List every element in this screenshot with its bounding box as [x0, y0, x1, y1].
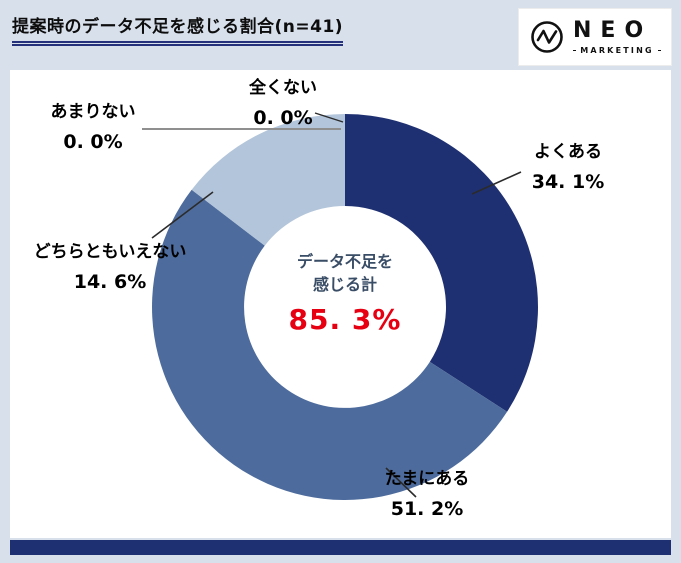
- callout-tamani-label: たまにある: [384, 469, 470, 489]
- callout-yokuaru-label: よくある: [534, 142, 602, 162]
- neo-logo-subline: MARKETING: [573, 45, 662, 55]
- callout-dochira: どちらともいえない 14. 6%: [10, 237, 210, 293]
- callout-dochira-label: どちらともいえない: [33, 242, 187, 262]
- title-underline: [12, 41, 344, 46]
- callout-yokuaru: よくある 34. 1%: [498, 137, 638, 193]
- neo-logo-sub: MARKETING: [580, 45, 654, 55]
- neo-logo-name: NEO: [573, 17, 653, 43]
- center-annotation-line1: データ不足を: [296, 252, 393, 271]
- page-title-block: 提案時のデータ不足を感じる割合(n=41): [12, 12, 344, 46]
- callout-tamani-value: 51. 2%: [390, 498, 464, 520]
- page-title: 提案時のデータ不足を感じる割合(n=41): [12, 17, 344, 37]
- callout-amari-value: 0. 0%: [63, 131, 123, 153]
- logo-rule-left: [573, 49, 577, 51]
- neo-marketing-logo: NEO MARKETING: [518, 8, 672, 66]
- logo-rule-right: [657, 49, 662, 51]
- callout-tamani: たまにある 51. 2%: [362, 464, 492, 520]
- callout-mattaku-value: 0. 0%: [253, 107, 313, 129]
- callout-amari: あまりない 0. 0%: [26, 97, 160, 153]
- neo-logo-wave-icon: [531, 21, 563, 53]
- neo-logo-text: NEO MARKETING: [573, 19, 662, 55]
- donut-center-annotation: データ不足を 感じる計 85. 3%: [265, 250, 425, 336]
- bottom-accent-bar: [10, 540, 671, 555]
- callout-yokuaru-value: 34. 1%: [531, 171, 605, 193]
- callout-mattaku-label: 全くない: [249, 78, 317, 98]
- center-annotation-line2: 感じる計: [312, 275, 377, 295]
- center-annotation-value: 85. 3%: [288, 303, 402, 337]
- callout-amari-label: あまりない: [50, 102, 136, 122]
- callout-mattaku: 全くない 0. 0%: [216, 73, 350, 129]
- callout-dochira-value: 14. 6%: [73, 271, 147, 293]
